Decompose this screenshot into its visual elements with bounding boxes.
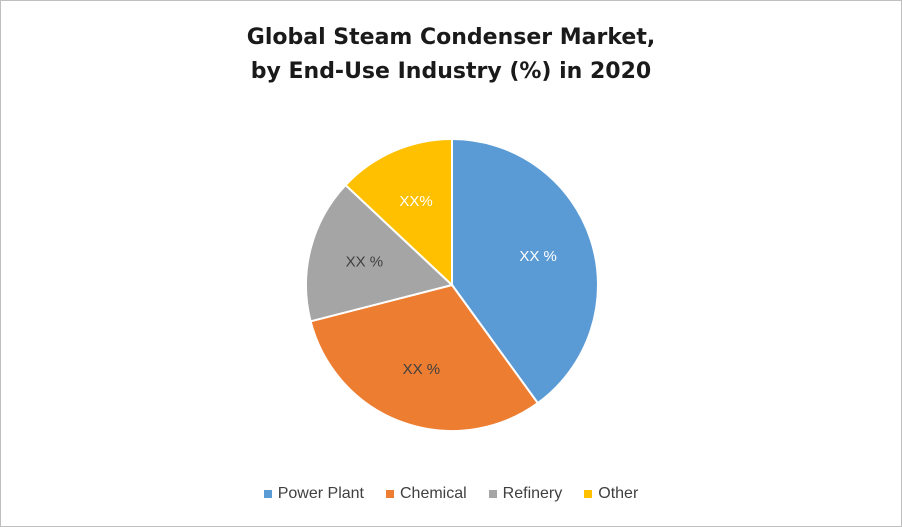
- data-label-other: XX%: [399, 193, 432, 210]
- legend-item-refinery: Refinery: [488, 485, 563, 503]
- legend-item-other: Other: [584, 485, 638, 503]
- legend-label: Chemical: [399, 485, 467, 502]
- legend-swatch: [263, 490, 272, 498]
- data-label-chemical: XX %: [403, 361, 441, 378]
- chart-title: Global Steam Condenser Market, by End-Us…: [1, 21, 901, 89]
- pie-slice-refinery: [305, 183, 455, 323]
- legend-item-power-plant: Power Plant: [263, 485, 364, 503]
- legend-label: Power Plant: [277, 485, 364, 502]
- legend-item-chemical: Chemical: [385, 485, 467, 503]
- pie-slice-other: [344, 137, 453, 288]
- legend-swatch: [584, 490, 593, 498]
- data-label-power-plant: XX %: [519, 248, 557, 265]
- legend-swatch: [488, 490, 497, 498]
- pie-slice-chemical: [309, 283, 540, 432]
- pie-slice-power-plant: [451, 137, 599, 405]
- chart-title-line-2: by End-Use Industry (%) in 2020: [250, 59, 652, 84]
- chart-legend: Power Plant Chemical Refinery Other: [1, 485, 901, 503]
- legend-label: Refinery: [502, 485, 563, 502]
- data-label-refinery: XX %: [346, 253, 384, 270]
- legend-swatch: [385, 490, 394, 498]
- chart-title-line-1: Global Steam Condenser Market,: [246, 25, 656, 50]
- legend-label: Other: [598, 485, 639, 502]
